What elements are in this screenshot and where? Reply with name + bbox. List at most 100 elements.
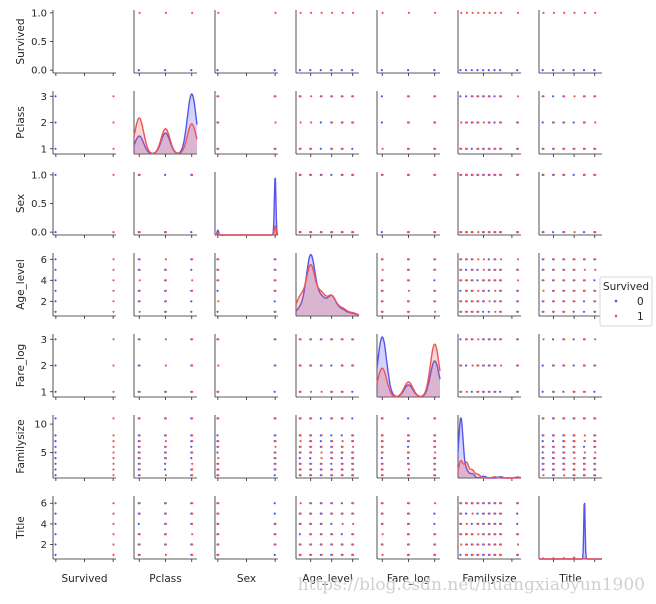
point-survived-0 — [54, 390, 57, 393]
point-survived-0 — [552, 440, 555, 443]
point-survived-1 — [583, 417, 586, 420]
point-survived-1 — [488, 533, 491, 536]
panel-pclass-vs-age_level — [295, 91, 359, 157]
point-survived-1 — [310, 553, 313, 557]
kde-line-survived-1 — [376, 343, 441, 398]
point-survived-1 — [583, 258, 586, 261]
point-survived-1 — [274, 338, 277, 341]
panel-sex-vs-pclass — [133, 172, 197, 238]
point-survived-1 — [573, 451, 576, 454]
point-survived-1 — [164, 451, 167, 454]
x-axis-label-pclass: Pclass — [149, 573, 181, 585]
point-survived-1 — [341, 543, 344, 546]
point-survived-1 — [552, 417, 556, 420]
point-survived-0 — [582, 445, 586, 448]
point-survived-1 — [299, 468, 302, 471]
point-survived-1 — [573, 268, 576, 271]
point-survived-0 — [319, 147, 322, 150]
point-survived-1 — [407, 95, 410, 98]
point-survived-0 — [190, 69, 193, 72]
point-survived-1 — [573, 300, 576, 303]
point-survived-1 — [460, 543, 463, 546]
point-survived-1 — [494, 300, 497, 303]
y-axis-label-survived: Survived — [15, 18, 27, 64]
panel-pclass-vs-sex — [214, 91, 278, 157]
point-survived-1 — [320, 390, 323, 393]
point-survived-1 — [331, 445, 334, 448]
point-survived-1 — [499, 512, 503, 515]
point-survived-1 — [331, 95, 334, 98]
point-survived-1 — [331, 231, 334, 234]
point-survived-1 — [331, 147, 334, 150]
point-survived-0 — [470, 390, 473, 393]
point-survived-1 — [407, 468, 410, 471]
point-survived-1 — [499, 147, 503, 150]
point-survived-0 — [593, 69, 596, 72]
point-survived-1 — [217, 121, 220, 124]
point-survived-1 — [112, 543, 115, 546]
point-survived-1 — [341, 11, 344, 14]
point-survived-1 — [217, 300, 220, 303]
point-survived-0 — [273, 474, 276, 477]
point-survived-1 — [217, 338, 220, 341]
point-survived-0 — [407, 417, 410, 420]
point-survived-1 — [191, 338, 194, 341]
point-survived-1 — [434, 457, 437, 460]
point-survived-1 — [341, 462, 344, 465]
point-survived-1 — [434, 440, 437, 443]
point-survived-1 — [112, 445, 115, 448]
point-survived-1 — [320, 445, 323, 448]
point-survived-1 — [381, 434, 384, 437]
point-survived-0 — [407, 457, 410, 460]
point-survived-1 — [191, 11, 194, 14]
point-survived-1 — [191, 440, 194, 443]
point-survived-1 — [494, 147, 497, 150]
point-survived-1 — [352, 451, 355, 454]
legend-title: Survived — [603, 281, 649, 293]
point-survived-1 — [499, 279, 503, 282]
point-survived-1 — [471, 258, 474, 261]
point-survived-1 — [499, 11, 503, 14]
point-survived-1 — [477, 121, 480, 124]
point-survived-1 — [138, 338, 141, 341]
point-survived-1 — [516, 338, 520, 341]
point-survived-1 — [552, 390, 556, 393]
point-survived-0 — [351, 69, 354, 72]
y-tick-label: 2 — [41, 361, 47, 372]
point-survived-0 — [552, 69, 555, 72]
point-survived-1 — [164, 310, 167, 313]
point-survived-0 — [582, 300, 586, 303]
point-survived-1 — [465, 533, 468, 536]
point-survived-1 — [217, 462, 220, 465]
point-survived-0 — [319, 69, 322, 72]
point-survived-1 — [516, 533, 520, 536]
point-survived-1 — [583, 289, 586, 292]
point-survived-1 — [516, 258, 520, 261]
point-survived-1 — [381, 474, 384, 477]
point-survived-1 — [494, 553, 497, 557]
point-survived-1 — [191, 364, 194, 367]
panel-age_level-vs-pclass — [133, 253, 197, 319]
point-survived-1 — [488, 147, 491, 150]
point-survived-1 — [352, 533, 355, 536]
point-survived-1 — [320, 364, 323, 367]
point-survived-1 — [563, 147, 566, 150]
point-survived-0 — [552, 338, 555, 341]
point-survived-1 — [331, 451, 334, 454]
point-survived-0 — [54, 147, 57, 150]
point-survived-1 — [191, 553, 194, 557]
point-survived-1 — [164, 300, 167, 303]
point-survived-1 — [482, 512, 485, 515]
point-survived-1 — [164, 543, 167, 546]
point-survived-1 — [488, 390, 491, 393]
point-survived-1 — [434, 268, 437, 271]
point-survived-1 — [164, 268, 167, 271]
point-survived-1 — [499, 173, 503, 176]
point-survived-1 — [563, 231, 566, 234]
panel-pclass-vs-familysize — [457, 91, 521, 157]
point-survived-1 — [471, 300, 474, 303]
point-survived-1 — [217, 258, 220, 261]
point-survived-1 — [434, 95, 437, 98]
point-survived-1 — [112, 121, 115, 124]
